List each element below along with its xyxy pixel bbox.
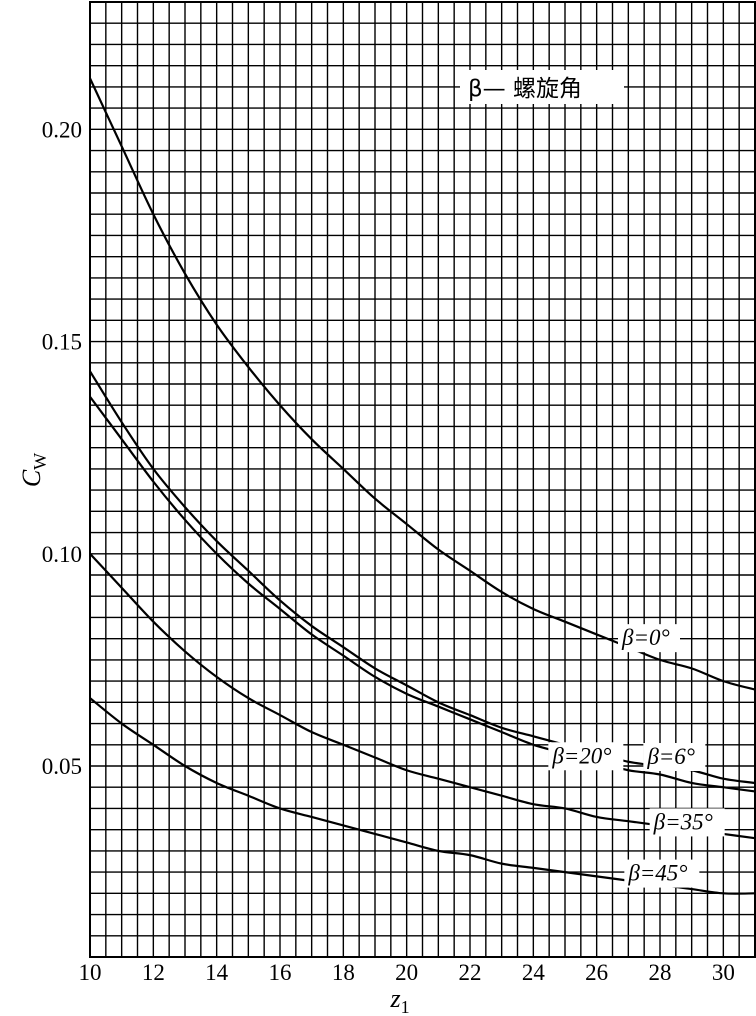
grid: [89, 1, 756, 958]
y-tick-labels: 0.05 0.10 0.15 0.20: [42, 117, 82, 779]
series-labels: β=0° β=6° β=20° β=35° β=45°: [548, 624, 725, 888]
series-line-beta-0: [89, 77, 756, 691]
x-tick-label: 26: [585, 960, 608, 985]
x-axis-label-main: z: [389, 984, 400, 1013]
series-label-beta-35: β=35°: [653, 809, 713, 834]
x-tick-label: 18: [332, 960, 355, 985]
y-axis-label-sub: W: [30, 453, 50, 470]
y-tick-label: 0.05: [42, 754, 82, 779]
x-tick-label: 20: [395, 960, 418, 985]
x-axis-label: z1: [389, 984, 409, 1016]
series-label-background: [649, 808, 725, 837]
x-tick-label: 22: [459, 960, 482, 985]
annotation-helix-angle: β— 螺旋角: [468, 76, 582, 102]
plot-frame: [89, 1, 756, 958]
y-axis-label-main: C: [17, 469, 46, 487]
series-label-beta-0: β=0°: [621, 625, 670, 650]
series-label-background: [548, 742, 624, 771]
annotation-group: β— 螺旋角: [460, 70, 624, 104]
series-label-background: [618, 624, 680, 653]
series-label-beta-45: β=45°: [627, 861, 687, 886]
x-axis-label-sub: 1: [401, 997, 410, 1016]
series-label-beta-20: β=20°: [551, 743, 611, 768]
series-line-beta-20: [89, 396, 756, 793]
x-tick-label: 28: [649, 960, 672, 985]
x-tick-label: 24: [522, 960, 546, 985]
series-label-background: [643, 743, 706, 771]
series-label-beta-6: β=6°: [646, 744, 695, 769]
x-tick-label: 30: [712, 960, 735, 985]
series-line-beta-35: [89, 553, 756, 840]
x-tick-label: 10: [79, 960, 102, 985]
x-tick-labels: 10 12 14 16 18 20 22 24 26 28 30: [79, 960, 735, 985]
y-axis-label: CW: [17, 453, 50, 487]
y-tick-label: 0.10: [42, 542, 82, 567]
y-tick-label: 0.15: [42, 330, 82, 355]
x-tick-label: 14: [205, 960, 229, 985]
y-tick-label: 0.20: [42, 117, 82, 142]
x-tick-label: 16: [269, 960, 292, 985]
annotation-background: [460, 70, 624, 104]
series-label-background: [624, 859, 700, 888]
x-tick-label: 12: [142, 960, 165, 985]
